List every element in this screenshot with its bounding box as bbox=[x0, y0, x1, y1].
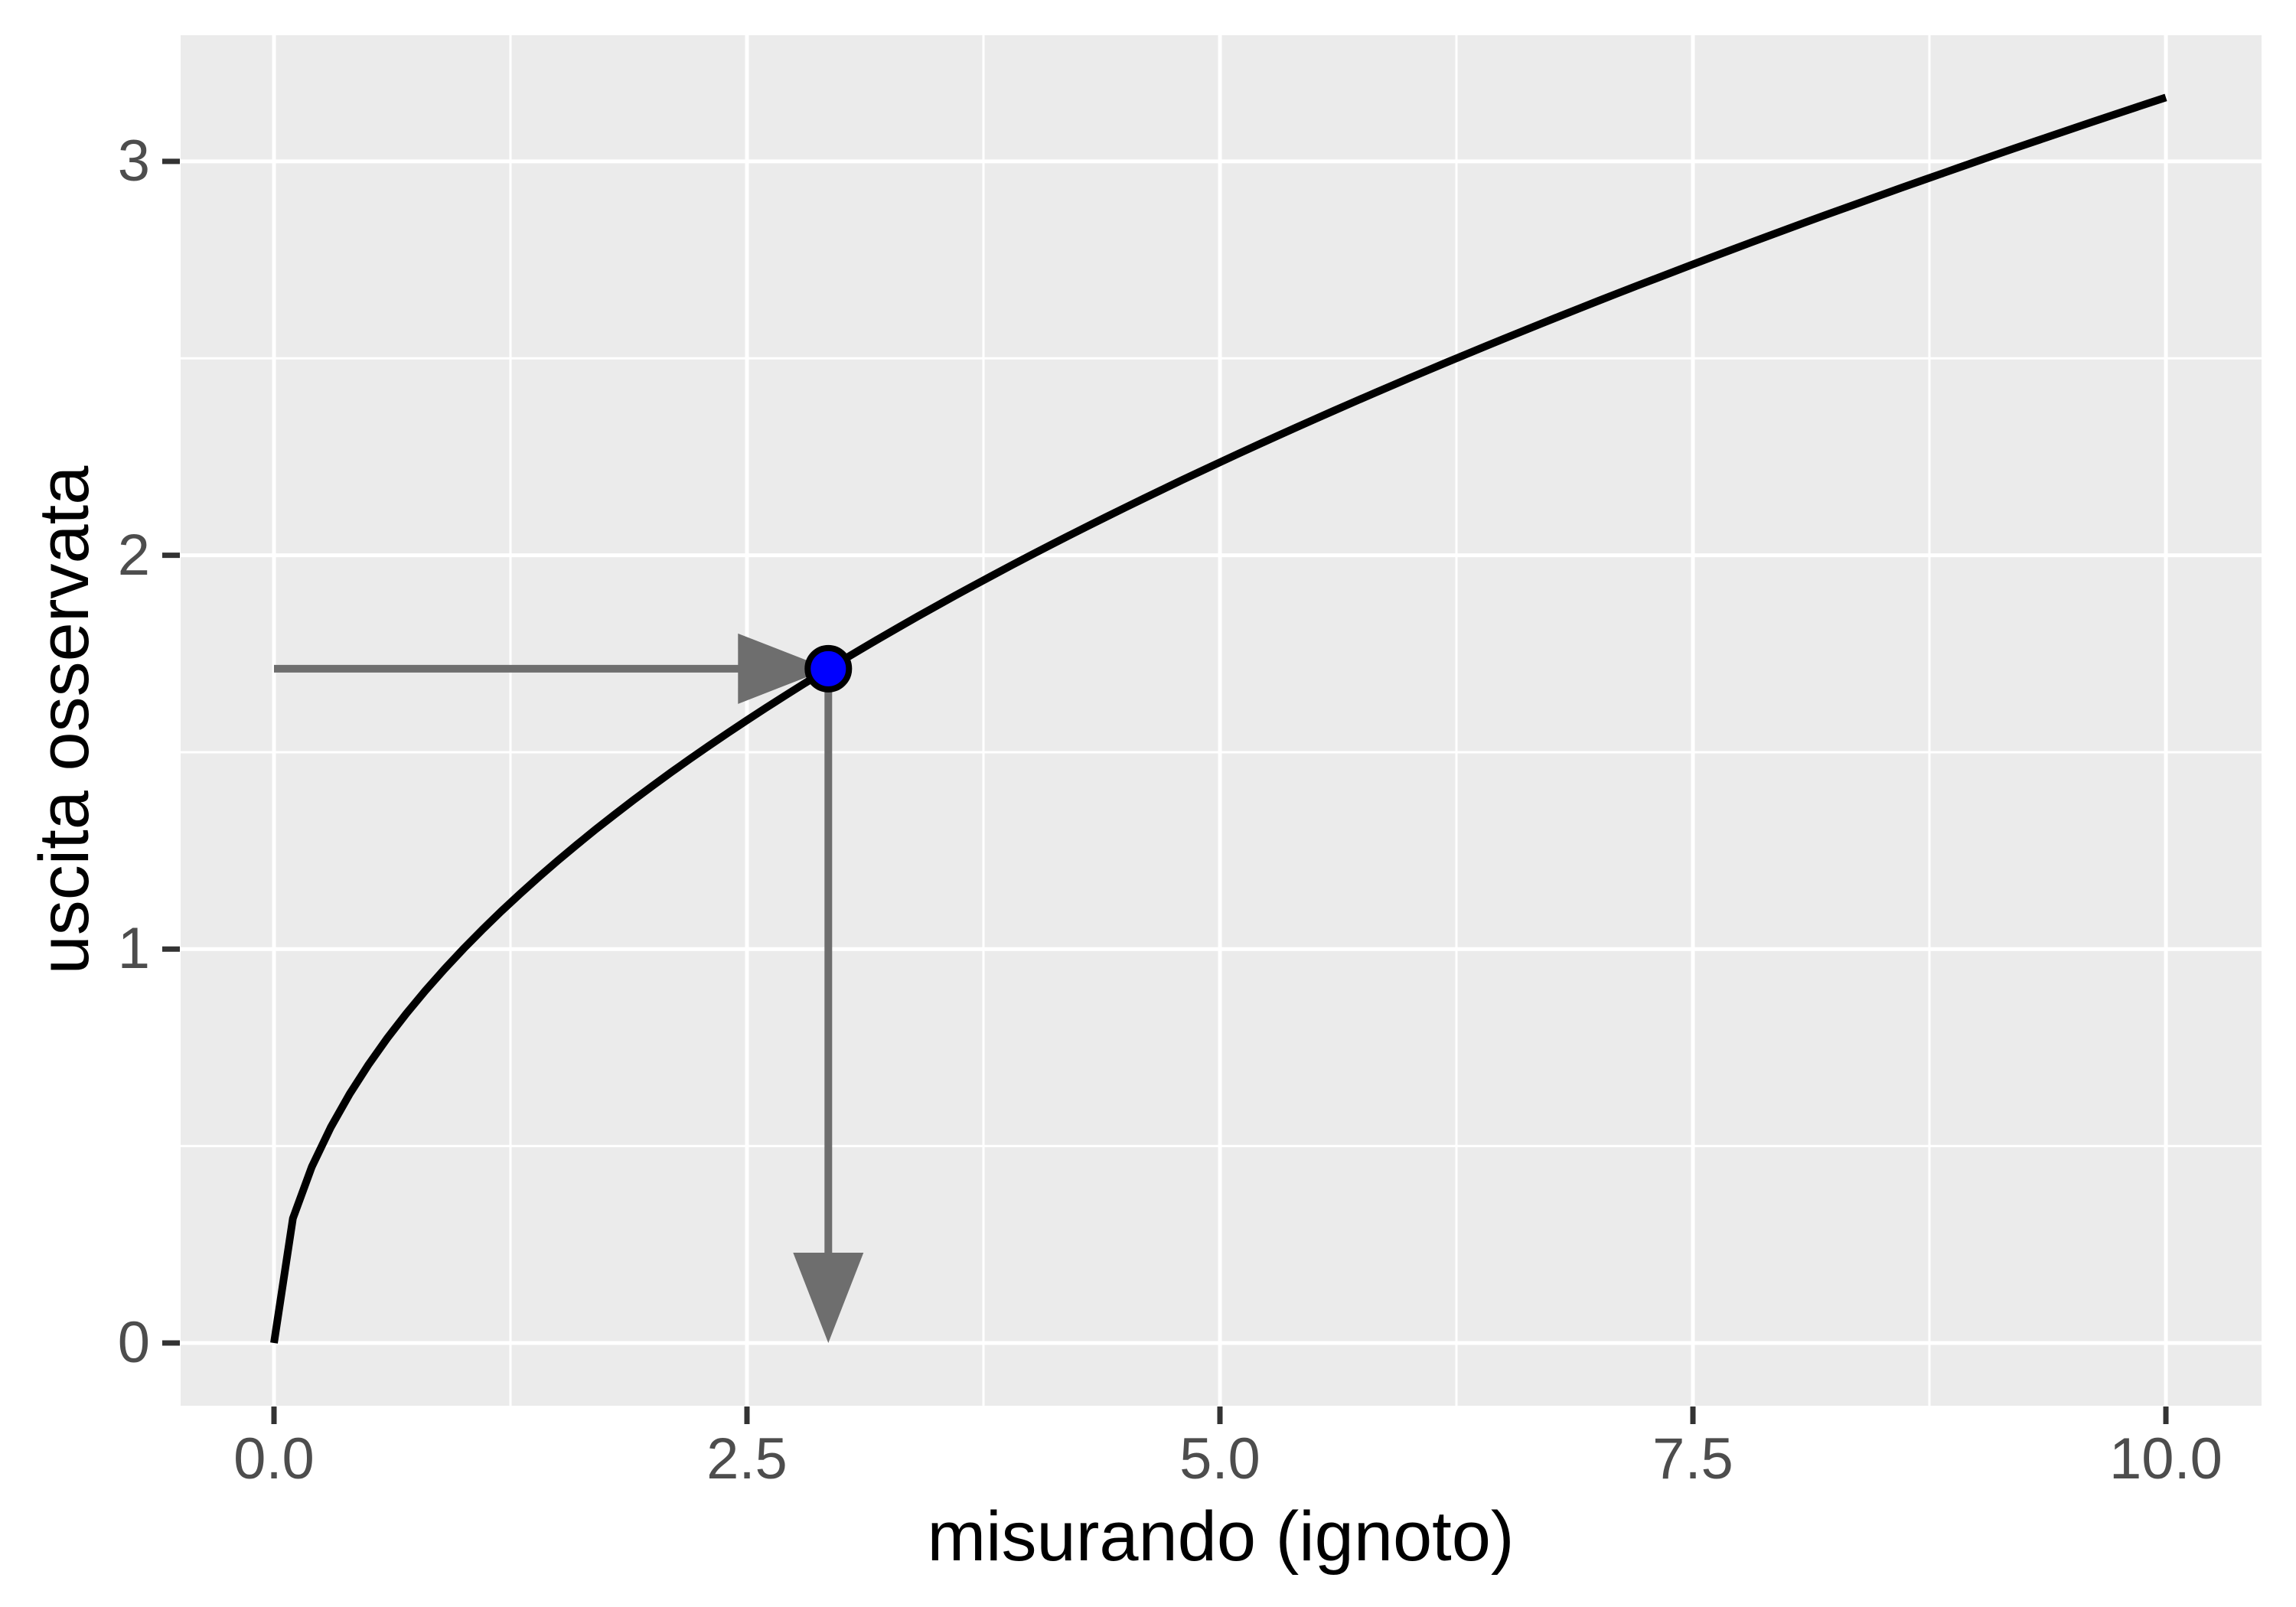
x-tick-label-0.0: 0.0 bbox=[233, 1426, 315, 1491]
observed-point bbox=[804, 644, 853, 693]
x-tick-label-5.0: 5.0 bbox=[1179, 1426, 1261, 1491]
y-tick-label-0: 0 bbox=[117, 1310, 150, 1375]
x-tick-label-2.5: 2.5 bbox=[706, 1426, 788, 1491]
x-axis-title: misurando (ignoto) bbox=[927, 1498, 1515, 1576]
y-tick-label-1: 1 bbox=[117, 916, 150, 982]
x-tick-label-10.0: 10.0 bbox=[2109, 1426, 2223, 1491]
y-tick-label-2: 2 bbox=[117, 522, 150, 588]
calibration-curve bbox=[270, 93, 2167, 1344]
y-tick-label-3: 3 bbox=[117, 128, 150, 194]
arrow-head-down bbox=[793, 1253, 864, 1343]
arrow-head-right bbox=[738, 633, 829, 704]
y-axis-title: uscita osservata bbox=[25, 465, 103, 975]
x-tick-label-7.5: 7.5 bbox=[1652, 1426, 1733, 1491]
